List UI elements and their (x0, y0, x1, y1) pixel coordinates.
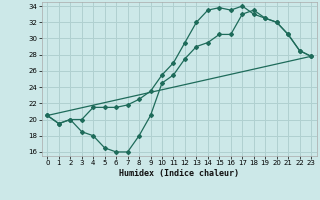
X-axis label: Humidex (Indice chaleur): Humidex (Indice chaleur) (119, 169, 239, 178)
